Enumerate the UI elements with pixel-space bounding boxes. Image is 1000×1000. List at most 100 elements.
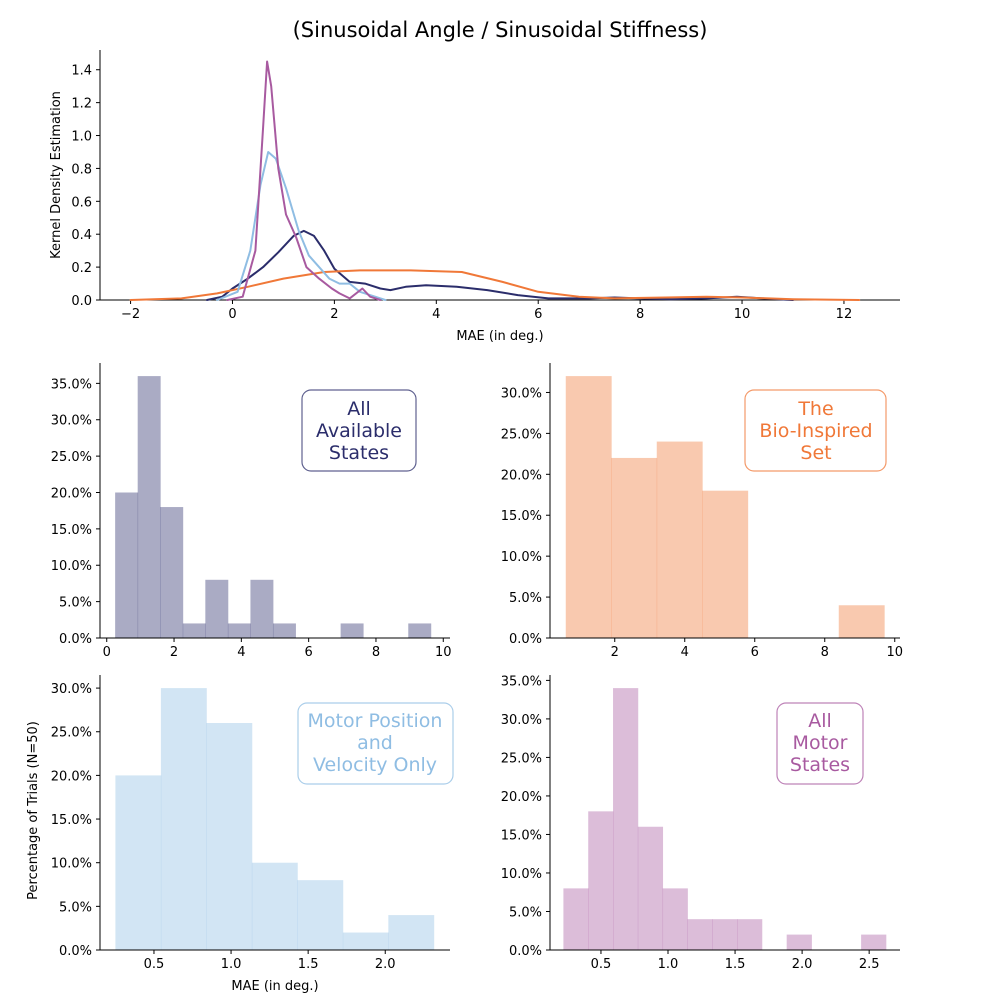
hist-all-motor-bar (588, 811, 614, 950)
hist-motor-pos-vel-bar (297, 880, 344, 950)
hist-all-motor-ytick-label: 0.0% (509, 944, 542, 959)
hist-bio-inspired-bar (611, 457, 658, 638)
hist-all-motor-ytick-label: 25.0% (501, 751, 542, 766)
hist-bio-inspired-legend-line: Set (800, 442, 831, 464)
hist-all-motor-legend-line: States (790, 754, 850, 776)
hist-all-states-bar (272, 623, 296, 638)
hist-all-states-xtick-label: 8 (372, 645, 380, 660)
kde-panel: −2 0 2 4 6 8 10 12 0.0 0.2 0.4 0.6 0.8 1.0 1.2 1.4 MAE (… (49, 50, 900, 344)
hist-bio-inspired-ytick-label: 20.0% (501, 468, 542, 483)
hist-all-states-ytick-label: 15.0% (51, 523, 92, 538)
hist-all-motor-panel: 0.5 1.0 1.5 2.0 2.5 0.0% 5.0% 10.0% 15.0% 20.0% 25… (501, 674, 900, 972)
kde-x-axis-label: MAE (in deg.) (456, 329, 543, 344)
hist-bio-inspired-bar (565, 376, 612, 638)
hist-all-states-legend-line: All (347, 398, 371, 420)
hist-all-motor-ytick-label: 10.0% (501, 867, 542, 882)
hist-bio-inspired-xtick-label: 8 (821, 645, 829, 660)
hist-all-motor-ytick-label: 20.0% (501, 790, 542, 805)
hist-all-states-ytick-label: 25.0% (51, 450, 92, 465)
hist-bio-inspired-ytick-label: 10.0% (501, 550, 542, 565)
hist-all-states-bar (137, 376, 161, 638)
hist-bio-inspired-ytick-label: 5.0% (509, 591, 542, 606)
hist-motor-pos-vel-ytick-label: 5.0% (59, 900, 92, 915)
hist-motor-pos-vel-ytick-label: 15.0% (51, 813, 92, 828)
hist-all-motor-xtick-label: 0.5 (591, 957, 612, 972)
hist-all-motor-bar (563, 888, 589, 950)
kde-xtick-label: 10 (734, 307, 751, 322)
hist-all-states-panel: 0 2 4 6 8 10 0.0% 5.0% 10.0% 15.0% 20.0% 25.0% 30.0%… (51, 363, 452, 660)
kde-ytick-label: 1.0 (71, 130, 92, 145)
kde-ytick-label: 0.2 (71, 261, 92, 276)
hist-bio-inspired-ytick-label: 30.0% (501, 386, 542, 401)
hist-all-motor-ytick-label: 35.0% (501, 674, 542, 689)
hist-all-motor-bar (737, 919, 763, 950)
hist-all-motor-bar (687, 919, 713, 950)
hist-bio-inspired-ytick-label: 25.0% (501, 427, 542, 442)
hist-all-states-bar (340, 623, 364, 638)
hist-all-states-xtick-label: 6 (305, 645, 313, 660)
hist-motor-pos-vel-xtick-label: 1.0 (221, 957, 242, 972)
hist-motor-pos-vel-legend-box (297, 702, 454, 785)
hist-motor-pos-vel-bar (388, 915, 435, 950)
hist-all-states-ytick-label: 10.0% (51, 559, 92, 574)
kde-ytick-label: 1.2 (71, 97, 92, 112)
kde-curve-all-motor (226, 60, 382, 301)
hist-motor-pos-vel-ytick-label: 20.0% (51, 769, 92, 784)
hist-all-states-bar (205, 579, 229, 638)
hist-bio-inspired-legend-line: Bio-Inspired (759, 420, 872, 442)
kde-curve-motor-pos-vel (216, 151, 387, 301)
hist-all-motor-xtick-label: 2.5 (859, 957, 880, 972)
kde-xtick-label: 2 (330, 307, 338, 322)
hist-all-motor-xtick-label: 1.5 (725, 957, 746, 972)
hist-bio-inspired-xtick-label: 10 (886, 645, 903, 660)
hist-motor-pos-vel-ytick-label: 25.0% (51, 726, 92, 741)
hist-all-states-legend-line: Available (316, 420, 402, 442)
hist-motor-pos-vel-panel: 0.5 1.0 1.5 2.0 0.0% 5.0% 10.0% 15.0% 20.0% 25.0%… (26, 675, 454, 994)
hist-bio-inspired-panel: 2 4 6 8 10 0.0% 5.0% 10.0% 15.0% 20.0% 25.0% 30.0% T… (501, 363, 903, 660)
kde-xtick-label: 8 (636, 307, 644, 322)
hist-all-states-xtick-label: 0 (103, 645, 111, 660)
kde-xtick-label: −2 (121, 307, 140, 322)
hist-motor-pos-vel-xtick-label: 1.5 (298, 957, 319, 972)
kde-curve-all-states (206, 229, 794, 301)
hist-bio-inspired-bar (656, 441, 703, 638)
hist-bio-inspired-xtick-label: 2 (611, 645, 619, 660)
hist-bio-inspired-ytick-label: 0.0% (509, 632, 542, 647)
hist-all-motor-bar (662, 888, 688, 950)
hist-motor-pos-vel-bar (251, 862, 298, 950)
hist-all-states-xtick-label: 4 (237, 645, 245, 660)
hist-motor-pos-vel-ytick-label: 0.0% (59, 944, 92, 959)
hist-motor-pos-vel-bar (115, 775, 162, 950)
hist-all-states-ytick-label: 20.0% (51, 486, 92, 501)
hist-all-motor-legend-line: All (808, 710, 832, 732)
hist-motor-pos-vel-legend-line: and (357, 732, 393, 754)
kde-xtick-label: 0 (228, 307, 236, 322)
kde-curve-bio-inspired (129, 269, 861, 301)
hist-bio-inspired-bar (702, 490, 749, 638)
hist-motor-pos-vel-legend-line: Velocity Only (313, 754, 437, 776)
hist-all-motor-legend-box (776, 702, 864, 785)
kde-y-axis-label: Kernel Density Estimation (49, 91, 64, 259)
kde-ytick-label: 0.0 (71, 294, 92, 309)
kde-xtick-label: 4 (432, 307, 440, 322)
hist-motor-pos-vel-x-axis-label: MAE (in deg.) (231, 979, 318, 994)
hist-motor-pos-vel-bar (160, 688, 207, 950)
kde-ytick-label: 0.8 (71, 162, 92, 177)
hist-all-states-bar (408, 623, 432, 638)
hist-all-states-xtick-label: 2 (170, 645, 178, 660)
hist-all-motor-bar (613, 688, 639, 950)
hist-bio-inspired-ytick-label: 15.0% (501, 509, 542, 524)
hist-all-motor-legend-line: Motor (793, 732, 848, 754)
hist-all-states-ytick-label: 0.0% (59, 632, 92, 647)
hist-bio-inspired-xtick-label: 6 (751, 645, 759, 660)
hist-all-states-xtick-label: 10 (435, 645, 452, 660)
figure-title: (Sinusoidal Angle / Sinusoidal Stiffness… (293, 18, 708, 42)
hist-all-states-bar (182, 623, 206, 638)
hist-motor-pos-vel-y-axis-label: Percentage of Trials (N=50) (26, 721, 41, 900)
hist-motor-pos-vel-ytick-label: 30.0% (51, 682, 92, 697)
hist-all-states-bar (250, 579, 274, 638)
hist-all-states-bar (115, 492, 139, 638)
hist-motor-pos-vel-legend-line: Motor Position (308, 710, 443, 732)
hist-bio-inspired-xtick-label: 4 (681, 645, 689, 660)
